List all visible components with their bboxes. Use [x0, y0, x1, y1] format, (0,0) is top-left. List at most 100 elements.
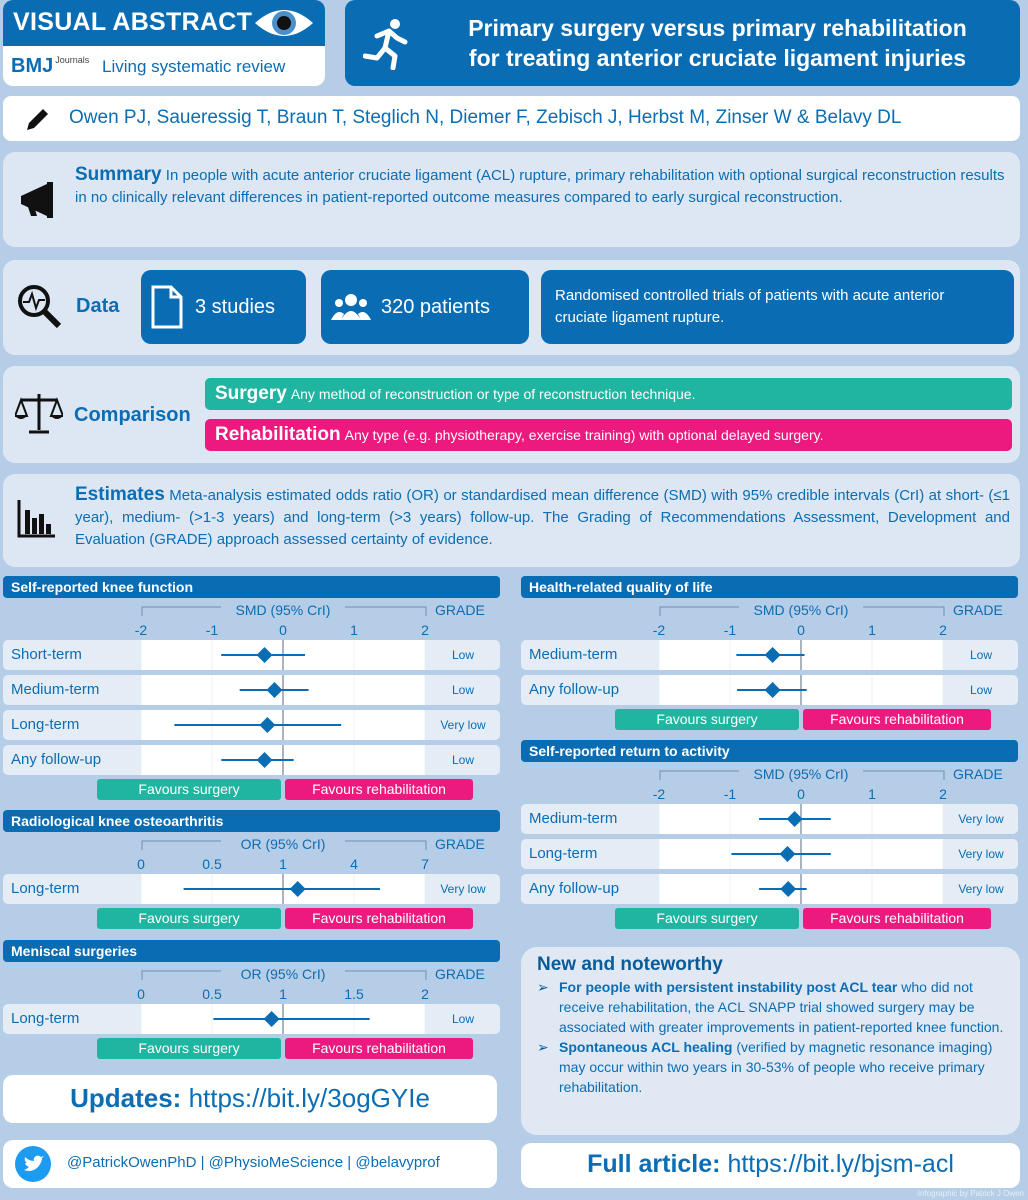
tick-label: 2: [421, 986, 429, 1002]
plot-area: [140, 675, 426, 705]
magnifier-pulse-icon: [18, 285, 62, 329]
grade-value: Low: [969, 648, 992, 662]
grade-header: GRADE: [435, 602, 485, 618]
row-label: Any follow-up: [11, 751, 102, 768]
tick-label: 0: [797, 622, 805, 638]
twitter-icon: [15, 1146, 51, 1182]
measure-label: SMD (95% CrI): [739, 602, 863, 618]
plot-area: [140, 710, 426, 740]
row-label: Medium-term: [11, 681, 100, 698]
tick-label: 0: [137, 986, 145, 1002]
favours-rehabilitation: Favours rehabilitation: [803, 908, 991, 929]
full-article-box[interactable]: Full article: https://bit.ly/bjsm-acl: [521, 1143, 1020, 1188]
favours-surgery: Favours surgery: [615, 908, 799, 929]
plot-area: [140, 1004, 426, 1034]
grade-value: Low: [451, 753, 474, 767]
estimates-text: Meta-analysis estimated odds ratio (OR) …: [75, 487, 1010, 548]
comparison-heading: Comparison: [74, 404, 191, 426]
grade-value: Very low: [958, 882, 1004, 896]
document-icon: [151, 285, 183, 329]
tick-label: -2: [134, 622, 148, 638]
updates-link-box[interactable]: Updates: https://bit.ly/3ogGYIe: [3, 1075, 497, 1123]
tick-label: 0: [797, 786, 805, 802]
credit: Infographic by Patrick J Owen: [917, 1189, 1024, 1198]
measure-label: OR (95% CrI): [221, 966, 345, 982]
table-row: Short-term Low: [3, 640, 500, 670]
row-label: Long-term: [11, 1010, 80, 1027]
scales-icon: [15, 394, 63, 434]
plot-title: Meniscal surgeries: [3, 940, 500, 962]
social-handles[interactable]: @PatrickOwenPhD | @PhysioMeScience | @be…: [67, 1154, 440, 1171]
article-url[interactable]: https://bit.ly/bjsm-acl: [727, 1150, 954, 1178]
grade-value: Low: [969, 683, 992, 697]
grade-header: GRADE: [953, 602, 1003, 618]
grade-value: Low: [451, 683, 474, 697]
tick-label: -1: [205, 622, 219, 638]
table-row: Medium-term Low: [3, 675, 500, 705]
plot-title: Self-reported knee function: [3, 576, 500, 598]
tick-label: -1: [723, 622, 737, 638]
row-label: Medium-term: [529, 810, 618, 827]
summary-text: In people with acute anterior cruciate l…: [75, 167, 1005, 206]
plot-area: [658, 675, 944, 705]
title-line-2: for treating anterior cruciate ligament …: [468, 45, 967, 71]
studies-count: 3 studies: [195, 295, 276, 318]
plot-area: [658, 804, 944, 834]
grade-value: Very low: [958, 847, 1004, 861]
tick-label: 7: [421, 856, 429, 872]
updates-label: Updates:: [70, 1083, 182, 1113]
eye-icon: [255, 10, 313, 36]
estimate-diamond: [289, 881, 306, 897]
table-row: Medium-term Very low: [521, 804, 1018, 834]
tick-label: -2: [652, 786, 666, 802]
measure-label: SMD (95% CrI): [739, 766, 863, 782]
estimate-diamond: [266, 682, 283, 698]
review-type: Living systematic review: [102, 57, 286, 76]
row-label: Long-term: [11, 716, 80, 733]
measure-label: SMD (95% CrI): [221, 602, 345, 618]
tick-label: 1.5: [344, 986, 364, 1002]
estimate-diamond: [780, 881, 797, 897]
grade-header: GRADE: [953, 766, 1003, 782]
plot-area: [658, 874, 944, 904]
row-label: Short-term: [11, 646, 82, 663]
summary-heading: Summary: [75, 164, 162, 185]
row-label: Any follow-up: [529, 681, 620, 698]
row-label: Long-term: [529, 845, 598, 862]
tick-label: 2: [939, 622, 947, 638]
favours-rehabilitation: Favours rehabilitation: [285, 1038, 473, 1059]
data-panel: Data 3 studies 320 patients Randomised c…: [3, 260, 1020, 355]
bmj-logo: BMJ Journals: [11, 55, 90, 77]
new-noteworthy-panel: New and noteworthy For people with persi…: [521, 947, 1020, 1135]
grade-header: GRADE: [435, 966, 485, 982]
plot-area: [140, 745, 426, 775]
runner-icon: [363, 19, 408, 70]
rehabilitation-definition: Rehabilitation Any type (e.g. physiothera…: [205, 419, 1012, 451]
news-heading: New and noteworthy: [537, 954, 723, 975]
authors-text: Owen PJ, Saueressig T, Braun T, Steglich…: [69, 107, 902, 128]
estimate-diamond: [259, 717, 276, 733]
table-row: Long-term Low: [3, 1004, 500, 1034]
tick-label: 1: [279, 986, 287, 1002]
favours-surgery: Favours surgery: [615, 709, 799, 730]
plot-title: Radiological knee osteoarthritis: [3, 810, 500, 832]
tick-label: 0.5: [202, 986, 222, 1002]
estimate-diamond: [256, 647, 273, 663]
estimate-diamond: [256, 752, 273, 768]
data-heading: Data: [76, 295, 120, 317]
table-row: Any follow-up Very low: [521, 874, 1018, 904]
article-label: Full article:: [587, 1150, 721, 1178]
estimate-diamond: [764, 682, 781, 698]
tick-label: -1: [723, 786, 737, 802]
tick-label: -2: [652, 622, 666, 638]
tick-label: 1: [868, 786, 876, 802]
plot-area: [658, 640, 944, 670]
grade-value: Very low: [440, 882, 486, 896]
badge-text: VISUAL ABSTRACT: [13, 8, 253, 36]
plot-area: [140, 640, 426, 670]
tick-label: 0: [137, 856, 145, 872]
page-title: Primary surgery versus primary rehabilit…: [345, 0, 1020, 86]
updates-url[interactable]: https://bit.ly/3ogGYIe: [188, 1083, 430, 1113]
measure-label: OR (95% CrI): [221, 836, 345, 852]
row-label: Any follow-up: [529, 880, 620, 897]
